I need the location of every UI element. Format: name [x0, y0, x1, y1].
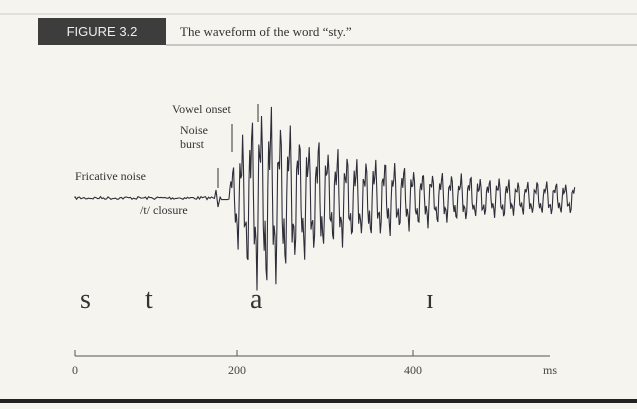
closure-label: /t/ closure: [140, 203, 188, 217]
vowel-onset-label: Vowel onset: [172, 102, 231, 116]
segment-label: s: [80, 284, 91, 315]
time-tick-label: 0: [72, 363, 78, 377]
waveform: [74, 106, 576, 291]
waveform-trace: [74, 106, 576, 291]
fricative-noise-label: Fricative noise: [75, 169, 146, 183]
segment-label: ɪ: [426, 284, 434, 315]
noise-burst-label: burst: [180, 137, 205, 151]
figure-label: FIGURE 3.2: [67, 24, 138, 39]
time-unit-label: ms: [543, 363, 557, 377]
segment-label: t: [145, 284, 153, 315]
figure-label-box: [38, 18, 166, 45]
segment-label: a: [250, 284, 263, 315]
noise-burst-label: Noise: [180, 123, 208, 137]
time-tick-label: 400: [404, 363, 422, 377]
bottom-rule: [0, 399, 637, 403]
time-tick-label: 200: [228, 363, 246, 377]
figure-caption: The waveform of the word “sty.”: [180, 24, 352, 39]
